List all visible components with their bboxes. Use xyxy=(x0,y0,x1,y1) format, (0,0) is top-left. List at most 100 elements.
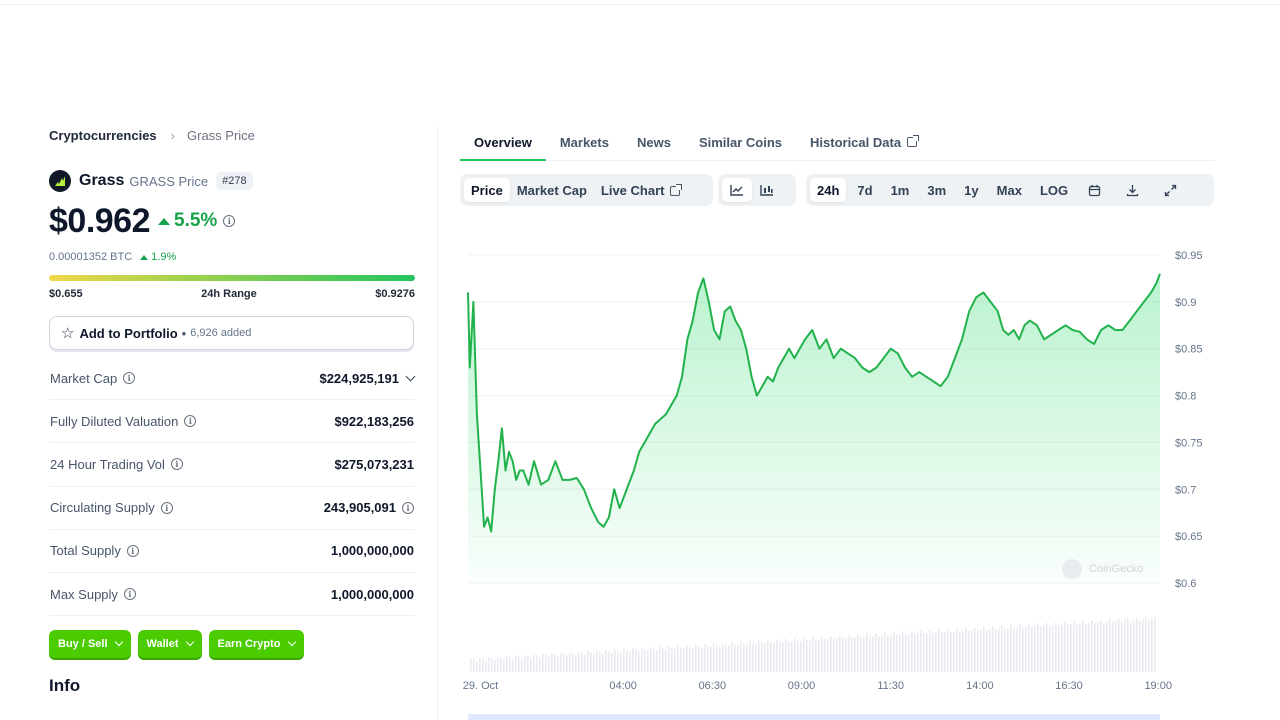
stat-row-circulating-supply: Circulating Supply i 243,905,091 i xyxy=(49,487,415,530)
volume-bar xyxy=(1148,620,1150,672)
chart-type-toggle: Price Market Cap Live Chart xyxy=(460,174,713,206)
volume-bar xyxy=(470,658,472,672)
info-icon[interactable]: i xyxy=(170,458,183,471)
volume-bar xyxy=(764,643,766,672)
volume-bar xyxy=(1130,621,1132,672)
info-icon[interactable]: i xyxy=(123,372,136,385)
volume-bar xyxy=(680,647,682,672)
tab-news[interactable]: News xyxy=(636,135,671,150)
tab-overview[interactable]: Overview xyxy=(460,126,546,161)
buy-sell-button[interactable]: Buy / Sell xyxy=(49,630,131,659)
info-icon[interactable]: i xyxy=(126,544,139,557)
volume-bar xyxy=(656,650,658,672)
volume-bar xyxy=(839,635,841,672)
stat-value: 1,000,000,000 xyxy=(330,586,414,602)
chart-navigator[interactable] xyxy=(468,714,1160,720)
watermark-text: CoinGecko xyxy=(1089,563,1143,575)
stat-value: 243,905,091 xyxy=(323,500,396,516)
volume-bar xyxy=(809,640,811,672)
volume-bar xyxy=(836,638,838,672)
volume-bar xyxy=(932,632,934,672)
volume-bar xyxy=(977,630,979,672)
volume-bar xyxy=(542,654,544,672)
log-scale-toggle[interactable]: LOG xyxy=(1039,182,1069,198)
volume-bar xyxy=(860,636,862,672)
earn-crypto-label: Earn Crypto xyxy=(217,638,281,651)
volume-bar xyxy=(1019,624,1021,672)
calendar-icon[interactable] xyxy=(1079,178,1109,202)
tab-markets[interactable]: Markets xyxy=(559,135,609,150)
volume-bar xyxy=(830,636,832,672)
info-icon[interactable]: i xyxy=(160,501,173,514)
volume-bar xyxy=(557,656,559,672)
volume-bar xyxy=(560,652,562,672)
chart-type-live-chart[interactable]: Live Chart xyxy=(594,178,688,202)
volume-bar xyxy=(938,629,940,672)
candlestick-chart-icon[interactable] xyxy=(752,178,782,202)
volume-bar xyxy=(506,656,508,672)
volume-bar xyxy=(545,654,547,672)
volume-bar xyxy=(716,645,718,672)
volume-bar xyxy=(512,659,514,672)
volume-bar xyxy=(875,633,877,672)
volume-bar xyxy=(710,646,712,672)
download-icon[interactable] xyxy=(1117,178,1147,202)
volume-bar xyxy=(614,649,616,672)
volume-bar xyxy=(1040,626,1042,672)
volume-bar xyxy=(827,639,829,672)
range-max[interactable]: Max xyxy=(996,182,1022,198)
range-3m[interactable]: 3m xyxy=(927,182,947,198)
chart-type-market-cap[interactable]: Market Cap xyxy=(516,182,587,198)
volume-bar xyxy=(494,660,496,672)
info-icon[interactable]: i xyxy=(402,501,414,514)
volume-bar xyxy=(989,629,991,672)
volume-bar xyxy=(1124,620,1126,672)
price-chart[interactable]: $0.95 $0.9 $0.85 $0.8 $0.75 $0.7 $0.65 $0.6 29.… xyxy=(460,240,1220,720)
volume-bar xyxy=(776,639,778,672)
stats-table: Market Cap i $224,925,191 Fully Diluted V… xyxy=(49,357,416,617)
fullscreen-icon[interactable] xyxy=(1155,178,1185,202)
info-icon[interactable]: i xyxy=(123,588,136,601)
volume-bar xyxy=(728,645,730,672)
add-to-portfolio-button[interactable]: ☆ Add to Portfolio • 6,926 added xyxy=(49,316,414,350)
volume-bar xyxy=(980,629,982,672)
info-icon[interactable]: i xyxy=(184,415,197,428)
volume-bar xyxy=(971,630,973,672)
volume-bar xyxy=(962,630,964,672)
range-1m[interactable]: 1m xyxy=(890,182,910,198)
volume-bar xyxy=(995,629,997,672)
range-24h[interactable]: 24h xyxy=(810,178,847,202)
breadcrumb-chevron-icon: › xyxy=(170,127,175,143)
tab-similar-coins[interactable]: Similar Coins xyxy=(698,135,783,150)
volume-bar xyxy=(662,648,664,672)
volume-bar xyxy=(1007,628,1009,672)
range-7d[interactable]: 7d xyxy=(857,182,873,198)
volume-bar xyxy=(857,634,859,672)
volume-bar xyxy=(1070,623,1072,672)
price-change-value: 5.5% xyxy=(174,210,218,231)
volume-bar xyxy=(986,629,988,672)
volume-bar xyxy=(488,657,490,672)
volume-bar xyxy=(518,656,520,672)
range-1y[interactable]: 1y xyxy=(964,182,979,198)
volume-bar xyxy=(1001,625,1003,672)
volume-bar xyxy=(1025,626,1027,672)
volume-bar xyxy=(752,643,754,672)
volume-bar xyxy=(887,635,889,672)
volume-bar xyxy=(899,634,901,672)
volume-bar xyxy=(917,633,919,672)
info-icon[interactable]: i xyxy=(223,215,236,227)
wallet-button[interactable]: Wallet xyxy=(137,630,202,659)
chart-type-price[interactable]: Price xyxy=(464,178,510,202)
earn-crypto-button[interactable]: Earn Crypto xyxy=(208,630,304,659)
volume-bar xyxy=(770,642,772,672)
line-chart-icon[interactable] xyxy=(722,178,752,202)
volume-bar xyxy=(950,631,952,672)
chevron-down-icon[interactable] xyxy=(405,371,416,382)
breadcrumb-cryptocurrencies[interactable]: Cryptocurrencies xyxy=(49,127,157,143)
top-divider xyxy=(0,4,1280,5)
price-area xyxy=(468,273,1160,583)
volume-bar xyxy=(863,637,865,672)
range-high: $0.9276 xyxy=(375,288,415,300)
tab-historical-data[interactable]: Historical Data xyxy=(796,126,931,161)
